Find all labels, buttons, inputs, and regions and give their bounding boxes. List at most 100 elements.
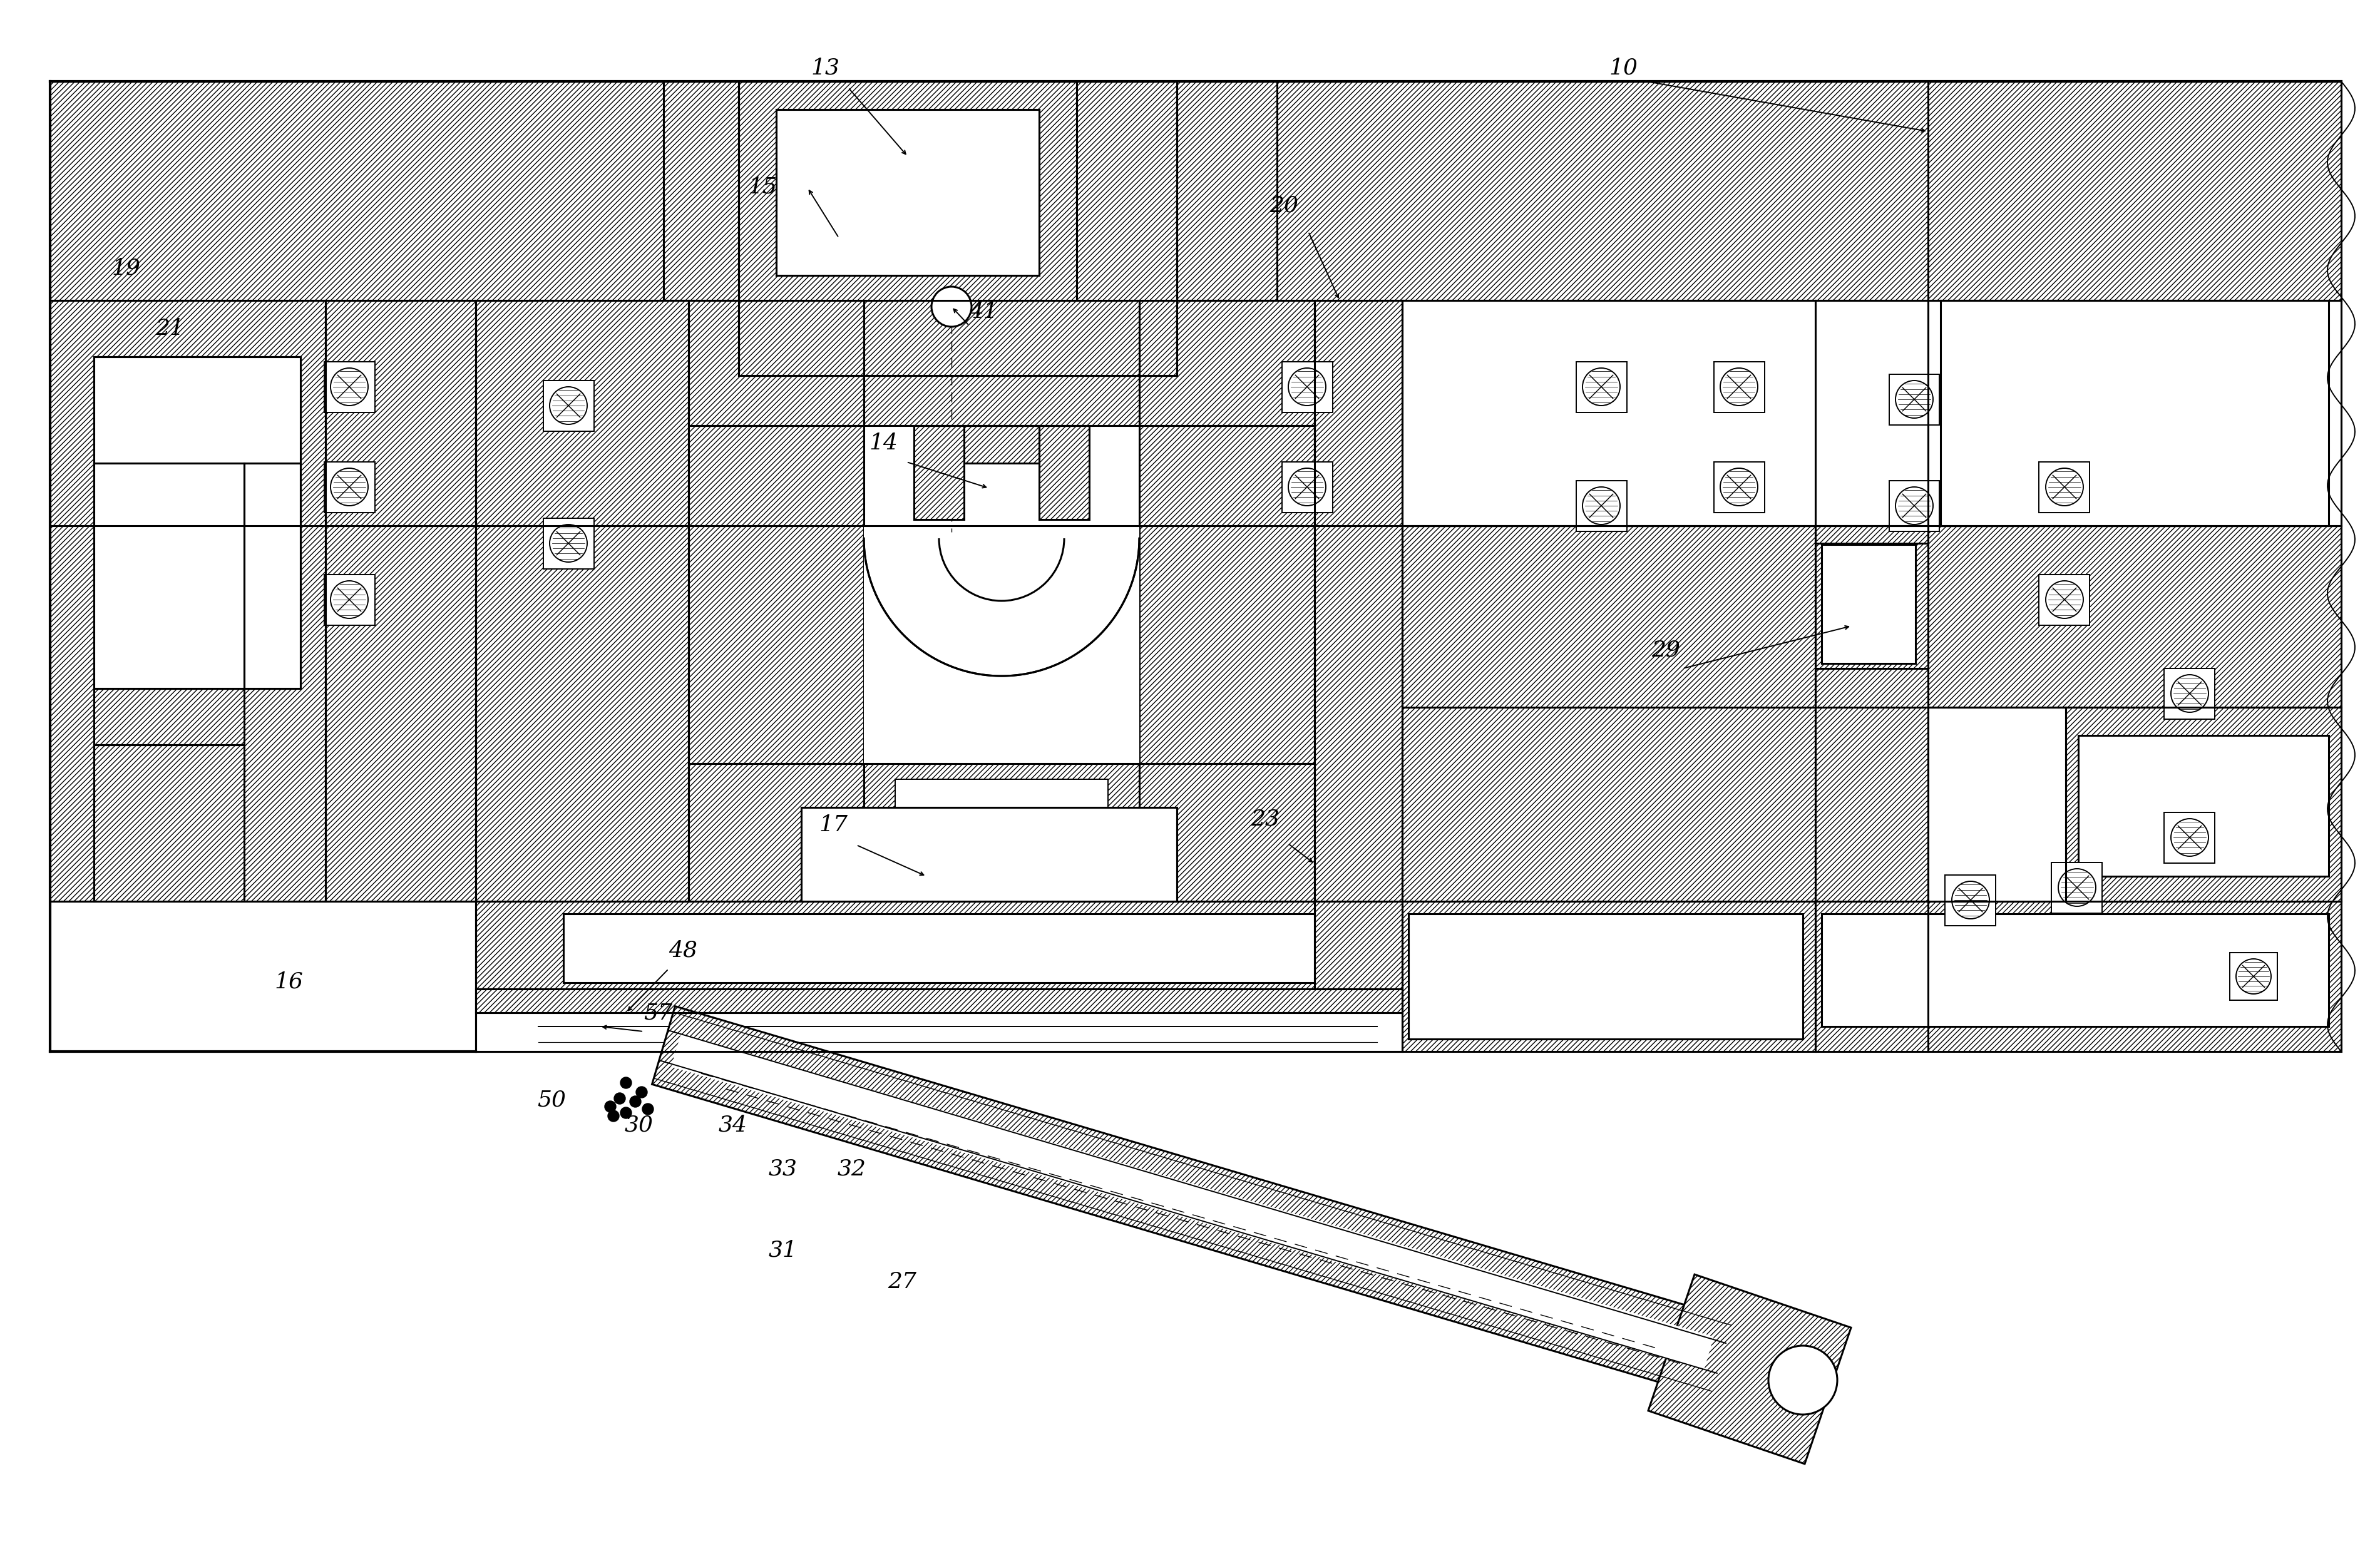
Text: 10: 10 [1609, 56, 1637, 78]
Text: 14: 14 [869, 432, 897, 454]
Circle shape [1768, 1345, 1837, 1414]
Polygon shape [324, 575, 374, 625]
Circle shape [550, 525, 588, 562]
Text: 20: 20 [1269, 194, 1299, 216]
Polygon shape [864, 764, 1140, 864]
Circle shape [1288, 368, 1326, 406]
Polygon shape [1283, 462, 1333, 512]
Polygon shape [543, 381, 593, 431]
Text: 29: 29 [1652, 639, 1680, 661]
Polygon shape [476, 988, 1402, 1013]
Polygon shape [93, 745, 245, 902]
Circle shape [1721, 468, 1759, 506]
Polygon shape [1140, 764, 1314, 902]
Polygon shape [50, 902, 476, 1051]
Circle shape [1894, 487, 1933, 525]
Text: 21: 21 [155, 318, 183, 340]
Text: 32: 32 [838, 1159, 866, 1179]
Polygon shape [1076, 81, 1176, 301]
Polygon shape [1176, 301, 1278, 376]
Polygon shape [1714, 462, 1764, 512]
Text: 27: 27 [888, 1272, 916, 1292]
Polygon shape [476, 301, 688, 902]
Polygon shape [93, 357, 300, 689]
Polygon shape [1714, 362, 1764, 412]
Circle shape [1583, 368, 1621, 406]
Polygon shape [324, 462, 374, 512]
Polygon shape [1402, 526, 1816, 902]
Polygon shape [738, 81, 1076, 301]
Polygon shape [864, 539, 1140, 677]
Polygon shape [93, 464, 245, 689]
Polygon shape [1816, 301, 1928, 526]
Circle shape [2237, 958, 2271, 994]
Circle shape [635, 1087, 647, 1098]
Polygon shape [2052, 863, 2102, 913]
Polygon shape [1940, 301, 2328, 526]
Text: 33: 33 [769, 1159, 797, 1179]
Text: 30: 30 [624, 1115, 655, 1135]
Text: 41: 41 [969, 301, 997, 323]
Polygon shape [326, 301, 476, 902]
Text: 57: 57 [643, 1002, 671, 1023]
Polygon shape [476, 988, 1402, 1051]
Circle shape [2047, 581, 2082, 619]
Polygon shape [1040, 426, 1090, 520]
Circle shape [1894, 381, 1933, 418]
Circle shape [2171, 675, 2209, 713]
Text: 34: 34 [719, 1115, 747, 1135]
Polygon shape [2230, 952, 2278, 1001]
Polygon shape [914, 426, 964, 520]
Circle shape [621, 1077, 631, 1088]
Circle shape [331, 368, 369, 406]
Circle shape [331, 581, 369, 619]
Polygon shape [652, 1007, 1733, 1397]
Polygon shape [1140, 301, 1314, 426]
Polygon shape [2066, 708, 2342, 902]
Polygon shape [1402, 301, 2316, 526]
Polygon shape [964, 426, 1040, 464]
Polygon shape [864, 301, 1140, 426]
Polygon shape [864, 426, 1140, 764]
Polygon shape [1649, 1275, 1852, 1464]
Polygon shape [1402, 301, 1816, 526]
Polygon shape [1821, 915, 2328, 1026]
Text: 13: 13 [812, 56, 840, 78]
Polygon shape [1928, 301, 2342, 526]
Circle shape [2171, 819, 2209, 857]
Polygon shape [2040, 462, 2090, 512]
Circle shape [605, 1101, 616, 1112]
Polygon shape [1890, 481, 1940, 531]
Circle shape [550, 387, 588, 424]
Polygon shape [1576, 481, 1626, 531]
Circle shape [1583, 487, 1621, 525]
Polygon shape [802, 808, 1176, 902]
Polygon shape [50, 81, 664, 301]
Polygon shape [1314, 301, 1402, 902]
Polygon shape [688, 764, 864, 902]
Circle shape [1721, 368, 1759, 406]
Circle shape [643, 1104, 654, 1115]
Circle shape [1288, 468, 1326, 506]
Polygon shape [1821, 545, 1916, 664]
Circle shape [2059, 869, 2097, 907]
Circle shape [2047, 468, 2082, 506]
Polygon shape [1576, 362, 1626, 412]
Polygon shape [1890, 374, 1940, 424]
Text: 48: 48 [669, 940, 697, 962]
Polygon shape [2163, 813, 2216, 863]
Circle shape [614, 1093, 626, 1104]
Polygon shape [1928, 708, 2342, 902]
Text: 19: 19 [112, 257, 140, 279]
Polygon shape [688, 301, 876, 426]
Polygon shape [564, 915, 1314, 982]
Polygon shape [664, 81, 738, 301]
Circle shape [631, 1096, 640, 1107]
Polygon shape [1176, 81, 1278, 301]
Polygon shape [1816, 526, 1928, 902]
Polygon shape [324, 362, 374, 412]
Polygon shape [1283, 362, 1333, 412]
Polygon shape [1816, 902, 2342, 1051]
Circle shape [607, 1110, 619, 1121]
Polygon shape [2040, 575, 2090, 625]
